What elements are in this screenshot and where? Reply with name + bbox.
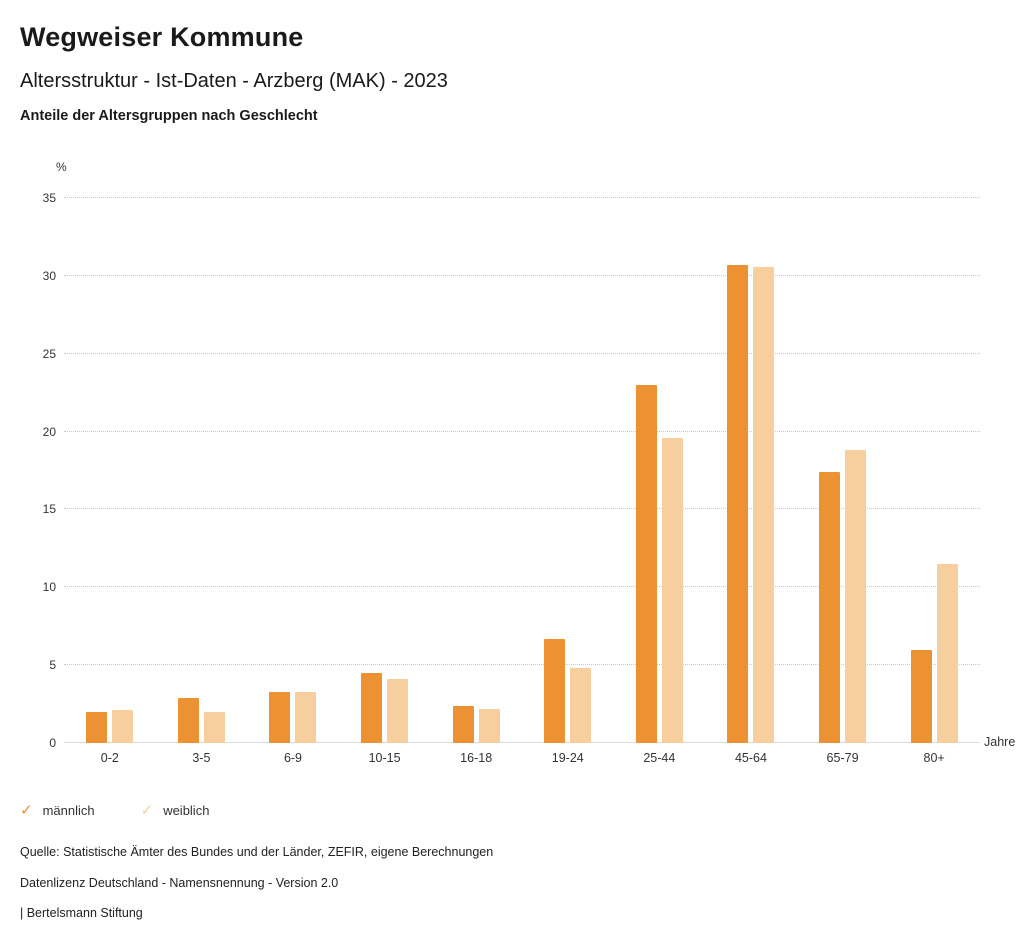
y-tick-label: 25 — [42, 346, 56, 361]
bar-männlich[interactable] — [910, 649, 932, 743]
footer: Quelle: Statistische Ämter des Bundes un… — [20, 845, 1004, 920]
x-tick-label: 10-15 — [368, 751, 401, 765]
bar-weiblich[interactable] — [936, 563, 958, 743]
gridline — [64, 274, 980, 276]
source-text: Quelle: Statistische Ämter des Bundes un… — [20, 845, 494, 859]
attribution-text: | Bertelsmann Stiftung — [20, 906, 143, 920]
gridline — [64, 197, 980, 198]
x-tick-label: 25-44 — [643, 751, 676, 765]
chart-heading: Anteile der Altersgruppen nach Geschlech… — [20, 108, 318, 124]
bar-group — [614, 198, 706, 743]
chart-subtitle: Altersstruktur - Ist-Daten - Arzberg (MA… — [20, 70, 448, 92]
y-axis: 0 5 10 15 20 25 30 35 — [20, 191, 56, 750]
bar-group — [339, 198, 431, 743]
legend: ✓ männlich ✓ weiblich — [20, 803, 1004, 818]
bar-männlich[interactable] — [544, 638, 566, 743]
bar-group — [797, 198, 889, 743]
legend-label-maennlich: männlich — [42, 803, 95, 818]
bar-weiblich[interactable] — [203, 711, 225, 743]
bar-group — [705, 198, 797, 743]
y-tick-label: 35 — [42, 191, 56, 205]
bar-männlich[interactable] — [269, 691, 291, 743]
gridline — [64, 664, 980, 666]
x-tick-label: 16-18 — [460, 751, 493, 765]
page-title: Wegweiser Kommune — [20, 22, 304, 52]
bar-männlich[interactable] — [361, 672, 383, 743]
check-icon: ✓ — [140, 802, 154, 819]
bar-männlich[interactable] — [727, 264, 749, 743]
y-axis-unit-label: % — [56, 160, 67, 174]
bar-group — [156, 198, 248, 743]
x-tick-label: 65-79 — [826, 751, 859, 765]
bar-group — [522, 198, 614, 743]
legend-item-weiblich[interactable]: ✓ weiblich — [141, 803, 210, 818]
x-tick-label: 3-5 — [192, 751, 211, 765]
bar-group — [64, 198, 156, 743]
check-icon: ✓ — [20, 802, 33, 819]
page: Wegweiser Kommune Altersstruktur - Ist-D… — [20, 22, 1016, 920]
y-tick-label: 30 — [42, 268, 56, 283]
bar-männlich[interactable] — [635, 384, 657, 743]
bar-weiblich[interactable] — [112, 710, 134, 743]
x-tick-label: 6-9 — [283, 751, 303, 765]
y-tick-label: 0 — [49, 736, 56, 750]
y-tick-label: 5 — [49, 658, 56, 673]
y-tick-label: 20 — [42, 424, 56, 439]
bar-group — [430, 198, 522, 743]
gridline — [64, 508, 980, 510]
bar-weiblich[interactable] — [845, 450, 867, 743]
gridline — [64, 352, 980, 354]
bar-weiblich[interactable] — [570, 668, 592, 743]
bar-group — [888, 198, 980, 743]
legend-item-maennlich[interactable]: ✓ männlich — [20, 803, 95, 818]
bar-männlich[interactable] — [86, 711, 108, 743]
plot-area — [64, 197, 980, 743]
bar-männlich[interactable] — [452, 705, 474, 743]
x-tick-label: 45-64 — [734, 751, 767, 765]
x-axis-unit-label: Jahre — [984, 735, 1016, 749]
bar-weiblich[interactable] — [295, 691, 317, 743]
y-tick-label: 10 — [42, 580, 56, 595]
x-tick-label: 80+ — [923, 751, 945, 765]
x-labels: 0-2 3-5 6-9 10-15 16-18 19-24 25-44 45-64 65-79 8… — [64, 751, 980, 765]
bar-weiblich[interactable] — [753, 266, 775, 743]
bar-weiblich[interactable] — [661, 437, 683, 743]
x-tick-label: 0-2 — [100, 751, 119, 765]
gridline — [64, 742, 980, 743]
y-tick-label: 15 — [42, 502, 56, 517]
bar-weiblich[interactable] — [478, 708, 500, 743]
bar-groups — [64, 198, 980, 743]
gridline — [64, 430, 980, 432]
bar-weiblich[interactable] — [387, 679, 409, 743]
license-text: Datenlizenz Deutschland - Namensnennung … — [20, 875, 339, 890]
x-tick-label: 19-24 — [551, 751, 584, 765]
bar-männlich[interactable] — [177, 697, 199, 743]
bar-chart: % 0 5 10 15 20 25 30 35 0-2 3-5 6-9 10-15 16-18 19-2… — [20, 152, 1016, 777]
bar-männlich[interactable] — [819, 472, 841, 743]
gridline — [64, 586, 980, 588]
legend-label-weiblich: weiblich — [163, 803, 210, 818]
bar-group — [247, 198, 339, 743]
